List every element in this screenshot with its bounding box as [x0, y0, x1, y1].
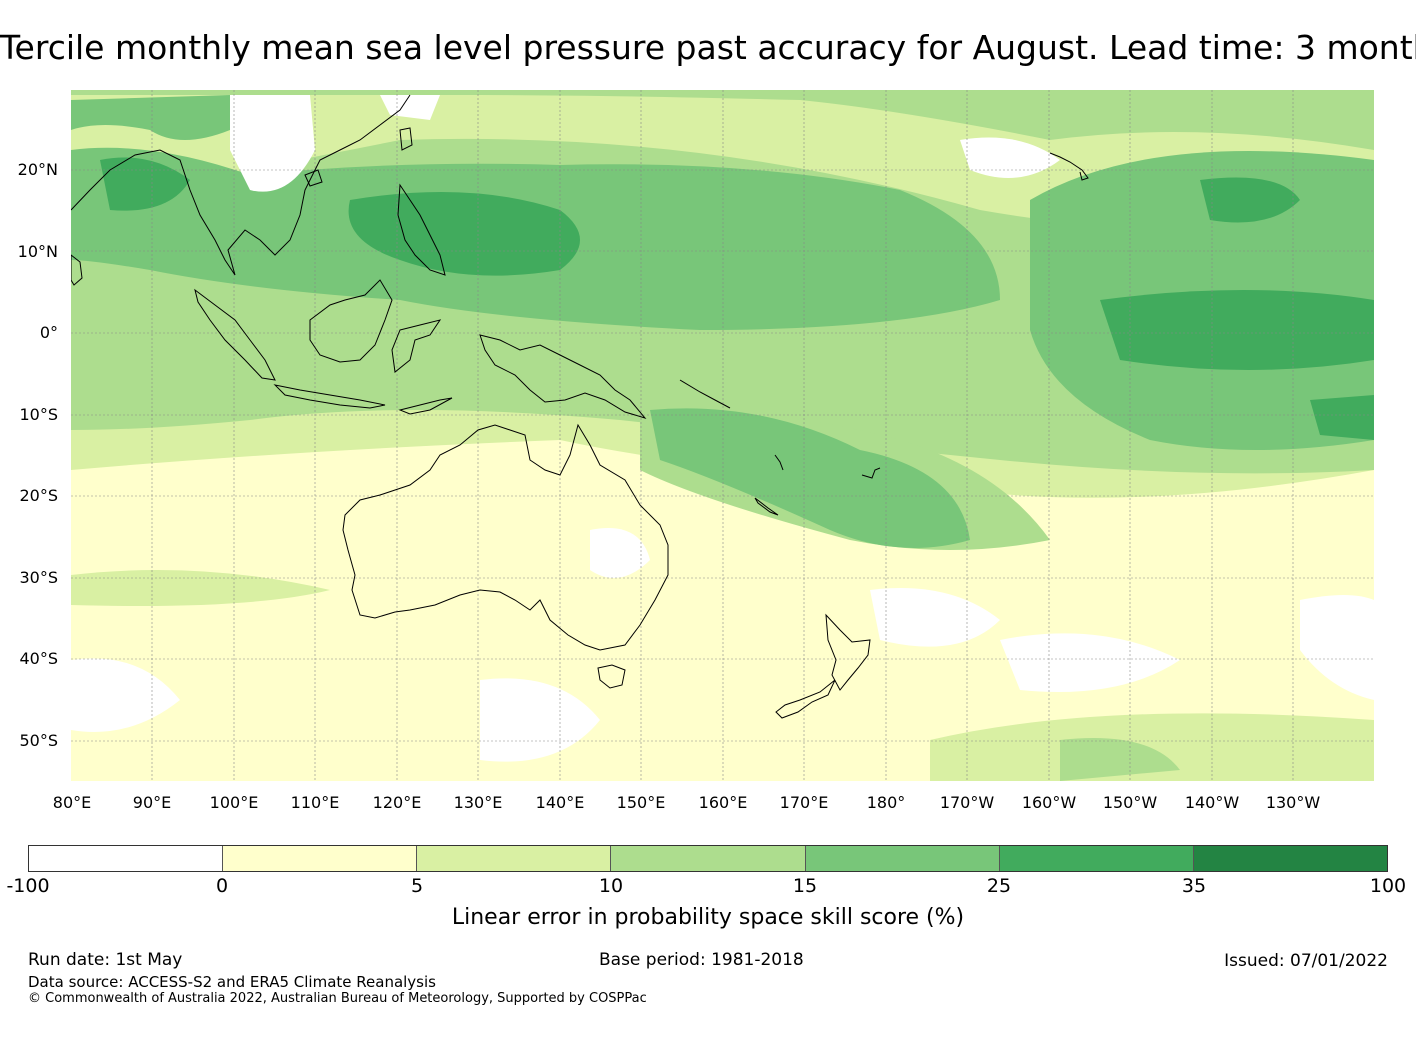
lon-label-100e: 100°E — [209, 793, 259, 812]
colorbar-segment — [611, 846, 806, 871]
taiwan-coastline — [399, 127, 413, 151]
australia-coastline — [342, 423, 669, 651]
graticule — [71, 90, 1374, 781]
new-zealand-south-island — [775, 679, 836, 719]
lat-label-50s: 50°S — [19, 731, 58, 750]
issued-date: Issued: 07/01/2022 — [1224, 951, 1388, 971]
hainan-coastline — [304, 169, 323, 187]
asia-mainland-coastline — [71, 94, 411, 276]
philippines-coastline — [397, 183, 446, 276]
lon-label-170w: 170°W — [939, 793, 995, 812]
lon-label-160w: 160°W — [1021, 793, 1077, 812]
colorbar-tick: 10 — [598, 875, 624, 897]
run-date: Run date: 1st May — [28, 950, 183, 970]
lat-label-0: 0° — [39, 323, 58, 342]
lat-label-30s: 30°S — [19, 568, 58, 587]
colorbar-segment — [805, 846, 1000, 871]
lon-label-130e: 130°E — [453, 793, 503, 812]
colorbar-tick: -100 — [6, 875, 50, 897]
sulawesi-coastline — [391, 319, 442, 373]
lon-label-150w: 150°W — [1102, 793, 1158, 812]
lon-label-170e: 170°E — [779, 793, 829, 812]
timor-island — [398, 397, 453, 415]
java-coastline — [273, 384, 386, 409]
new-caledonia — [754, 497, 779, 516]
colorbar-segment — [29, 846, 224, 871]
new-zealand-north-island — [825, 613, 871, 691]
vanuatu-islands — [774, 454, 784, 471]
borneo-coastline — [309, 279, 393, 363]
colorbar-segment — [223, 846, 418, 871]
coastlines — [71, 94, 1089, 719]
colorbar-tick: 35 — [1181, 875, 1207, 897]
lon-label-160e: 160°E — [698, 793, 748, 812]
new-guinea-coastline — [479, 334, 647, 419]
lat-label-20s: 20°S — [19, 486, 58, 505]
lat-label-40s: 40°S — [19, 649, 58, 668]
lon-label-90e: 90°E — [132, 793, 172, 812]
skill-field — [71, 90, 1374, 781]
lon-label-130w: 130°W — [1265, 793, 1321, 812]
lat-label-10s: 10°S — [19, 405, 58, 424]
colorbar-tick: 0 — [215, 875, 229, 897]
lat-label-20n: 20°N — [17, 160, 58, 179]
colorbar-segment — [417, 846, 612, 871]
base-period: Base period: 1981-2018 — [599, 950, 804, 970]
colorbar — [28, 845, 1388, 872]
lon-label-150e: 150°E — [616, 793, 666, 812]
sumatra-coastline — [194, 288, 276, 381]
lon-label-140e: 140°E — [535, 793, 585, 812]
colorbar-tick: 5 — [410, 875, 424, 897]
lon-label-120e: 120°E — [372, 793, 422, 812]
colorbar-tick: 100 — [1369, 875, 1407, 897]
lon-label-140w: 140°W — [1184, 793, 1240, 812]
tasmania-coastline — [597, 664, 626, 689]
lon-label-180: 180° — [866, 793, 906, 812]
hawaii-islands — [1049, 152, 1089, 181]
skill-score-map — [71, 90, 1374, 781]
fiji-islands — [861, 467, 881, 479]
lat-label-10n: 10°N — [17, 242, 58, 261]
colorbar-segment — [1193, 846, 1387, 871]
copyright: © Commonwealth of Australia 2022, Austra… — [28, 991, 647, 1006]
colorbar-label: Linear error in probability space skill … — [451, 905, 965, 930]
sri-lanka-coastline — [71, 254, 83, 286]
colorbar-tick: 25 — [986, 875, 1012, 897]
solomon-islands — [679, 379, 731, 409]
colorbar-segment — [999, 846, 1194, 871]
lon-label-110e: 110°E — [290, 793, 340, 812]
colorbar-tick: 15 — [792, 875, 818, 897]
map-title: Tercile monthly mean sea level pressure … — [0, 28, 1416, 67]
lon-label-80e: 80°E — [52, 793, 92, 812]
data-source: Data source: ACCESS-S2 and ERA5 Climate … — [28, 973, 436, 991]
